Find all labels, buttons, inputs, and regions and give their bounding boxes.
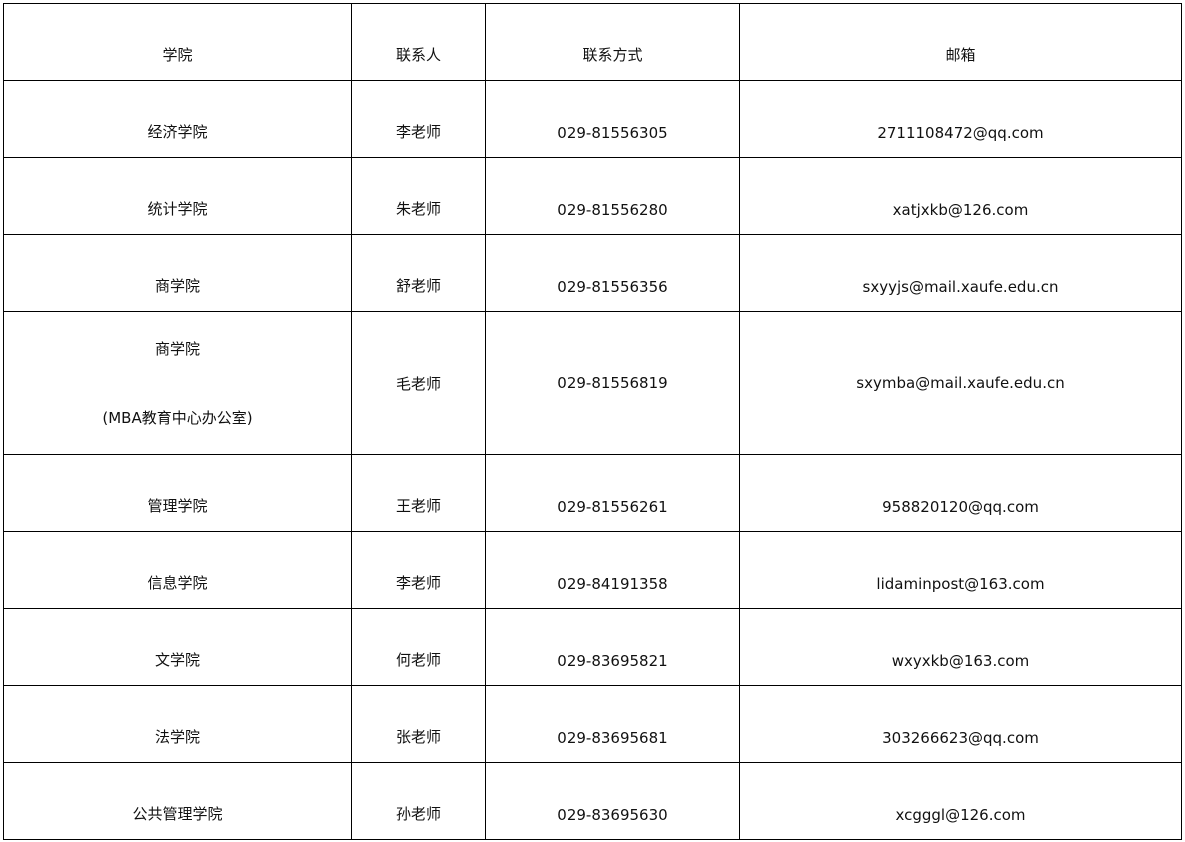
cell-contact: 何老师 <box>351 608 486 686</box>
cell-college: 信息学院 <box>3 531 352 609</box>
header-row: 学院 联系人 联系方式 邮箱 <box>3 3 1182 81</box>
cell-email: 958820120@qq.com <box>739 454 1182 532</box>
cell-email: sxymba@mail.xaufe.edu.cn <box>739 311 1182 455</box>
cell-contact: 李老师 <box>351 531 486 609</box>
cell-email: xcgggl@126.com <box>739 762 1182 840</box>
table-row: 商学院 (MBA教育中心办公室) 毛老师 029-81556819 sxymba@mai… <box>3 311 1182 455</box>
cell-college: 商学院 <box>3 234 352 312</box>
cell-email: lidaminpost@163.com <box>739 531 1182 609</box>
cell-college: 商学院 (MBA教育中心办公室) <box>3 311 352 455</box>
cell-phone: 029-81556819 <box>485 311 740 455</box>
table-row: 管理学院 王老师 029-81556261 958820120@qq.com <box>3 454 1182 532</box>
table-row: 经济学院 李老师 029-81556305 2711108472@qq.com <box>3 80 1182 158</box>
cell-phone: 029-81556280 <box>485 157 740 235</box>
college-sub: (MBA教育中心办公室) <box>102 409 253 427</box>
cell-phone: 029-83695681 <box>485 685 740 763</box>
cell-contact: 张老师 <box>351 685 486 763</box>
cell-contact: 孙老师 <box>351 762 486 840</box>
cell-contact: 李老师 <box>351 80 486 158</box>
table-row: 文学院 何老师 029-83695821 wxyxkb@163.com <box>3 608 1182 686</box>
contact-table: 学院 联系人 联系方式 邮箱 经济学院 李老师 029-81556305 271110… <box>3 3 1182 840</box>
cell-contact: 舒老师 <box>351 234 486 312</box>
cell-college: 公共管理学院 <box>3 762 352 840</box>
cell-phone: 029-83695821 <box>485 608 740 686</box>
cell-college: 文学院 <box>3 608 352 686</box>
cell-college: 管理学院 <box>3 454 352 532</box>
cell-email: 2711108472@qq.com <box>739 80 1182 158</box>
cell-contact: 王老师 <box>351 454 486 532</box>
cell-phone: 029-81556261 <box>485 454 740 532</box>
college-name: 商学院 <box>154 340 200 358</box>
cell-phone: 029-81556305 <box>485 80 740 158</box>
table-row: 统计学院 朱老师 029-81556280 xatjxkb@126.com <box>3 157 1182 235</box>
table-row: 公共管理学院 孙老师 029-83695630 xcgggl@126.com <box>3 762 1182 840</box>
cell-email: xatjxkb@126.com <box>739 157 1182 235</box>
cell-college: 统计学院 <box>3 157 352 235</box>
header-contact: 联系人 <box>351 3 486 81</box>
header-email: 邮箱 <box>739 3 1182 81</box>
cell-phone: 029-83695630 <box>485 762 740 840</box>
cell-phone: 029-81556356 <box>485 234 740 312</box>
cell-email: sxyyjs@mail.xaufe.edu.cn <box>739 234 1182 312</box>
table-row: 信息学院 李老师 029-84191358 lidaminpost@163.com <box>3 531 1182 609</box>
cell-email: 303266623@qq.com <box>739 685 1182 763</box>
cell-contact: 朱老师 <box>351 157 486 235</box>
cell-contact: 毛老师 <box>351 311 486 455</box>
header-college: 学院 <box>3 3 352 81</box>
cell-college: 经济学院 <box>3 80 352 158</box>
cell-college: 法学院 <box>3 685 352 763</box>
table-row: 法学院 张老师 029-83695681 303266623@qq.com <box>3 685 1182 763</box>
cell-phone: 029-84191358 <box>485 531 740 609</box>
header-phone: 联系方式 <box>485 3 740 81</box>
cell-email: wxyxkb@163.com <box>739 608 1182 686</box>
table-row: 商学院 舒老师 029-81556356 sxyyjs@mail.xaufe.edu.… <box>3 234 1182 312</box>
